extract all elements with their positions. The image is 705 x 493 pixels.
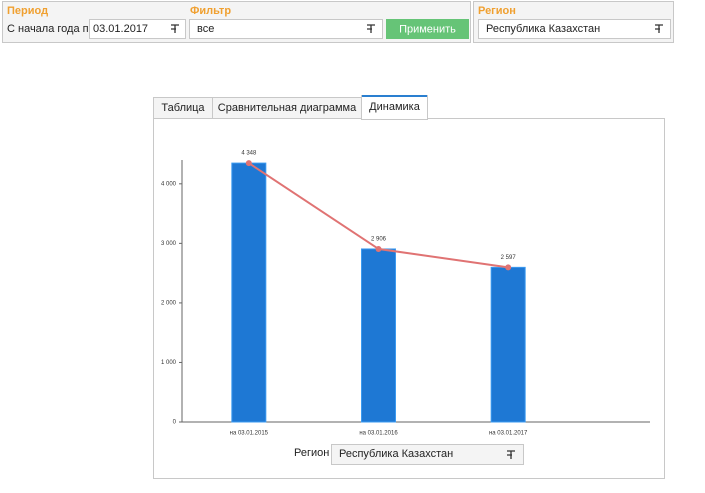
x-tick-label: на 03.01.2017 <box>489 431 528 437</box>
filter-title: Фильтр <box>190 5 231 17</box>
line-point <box>505 264 512 271</box>
chart-region-dropdown[interactable]: Республика Казахстан <box>331 444 524 465</box>
x-tick-label: на 03.01.2016 <box>359 431 398 437</box>
chart-region-box[interactable] <box>331 444 524 465</box>
value-label: 2 906 <box>371 237 387 243</box>
line-point <box>375 245 382 252</box>
apply-button[interactable] <box>386 19 469 39</box>
dropdown-icon[interactable] <box>171 24 179 33</box>
date-value[interactable]: 03.01.2017 <box>93 23 148 35</box>
date-input[interactable]: 03.01.2017 <box>89 19 186 39</box>
filter-dropdown[interactable]: все <box>189 19 383 39</box>
bar <box>361 248 396 423</box>
value-label: 4 348 <box>241 151 257 157</box>
date-box[interactable] <box>89 19 186 39</box>
filter-value[interactable]: все <box>197 23 214 35</box>
tab-active[interactable] <box>361 95 428 120</box>
region-value[interactable]: Республика Казахстан <box>486 23 600 35</box>
period-label: С начала года по <box>7 23 95 35</box>
tab-label[interactable]: Таблица <box>161 102 205 114</box>
dropdown-icon[interactable] <box>507 450 515 459</box>
chart-region-label: Регион <box>294 447 329 459</box>
value-label: 2 597 <box>501 255 517 261</box>
y-tick-label: 4 000 <box>161 181 177 187</box>
line-point <box>245 160 252 167</box>
filter-box[interactable] <box>189 19 383 39</box>
y-tick-label: 0 <box>173 420 177 426</box>
bar <box>231 162 267 423</box>
x-tick-label: на 03.01.2015 <box>230 431 269 437</box>
y-tick-label: 2 000 <box>161 300 177 306</box>
tab-label[interactable]: Сравнительная диаграмма <box>218 102 357 114</box>
dropdown-icon[interactable] <box>367 24 375 33</box>
bar <box>490 266 526 423</box>
chart: 0 1 000 2 000 3 000 4 000 на 03.01.2015 на 03.… <box>161 151 650 437</box>
y-tick-label: 3 000 <box>161 241 177 247</box>
tab-label[interactable]: Динамика <box>369 101 421 113</box>
region-title: Регион <box>478 5 516 17</box>
apply-button-label[interactable]: Применить <box>399 23 456 35</box>
chart-panel <box>153 118 665 479</box>
region-dropdown[interactable]: Республика Казахстан <box>478 19 671 39</box>
region-box[interactable] <box>478 19 671 39</box>
period-title: Период <box>7 5 48 17</box>
chart-region-value[interactable]: Республика Казахстан <box>339 448 453 460</box>
dropdown-icon[interactable] <box>655 24 663 33</box>
y-tick-label: 1 000 <box>161 360 177 366</box>
